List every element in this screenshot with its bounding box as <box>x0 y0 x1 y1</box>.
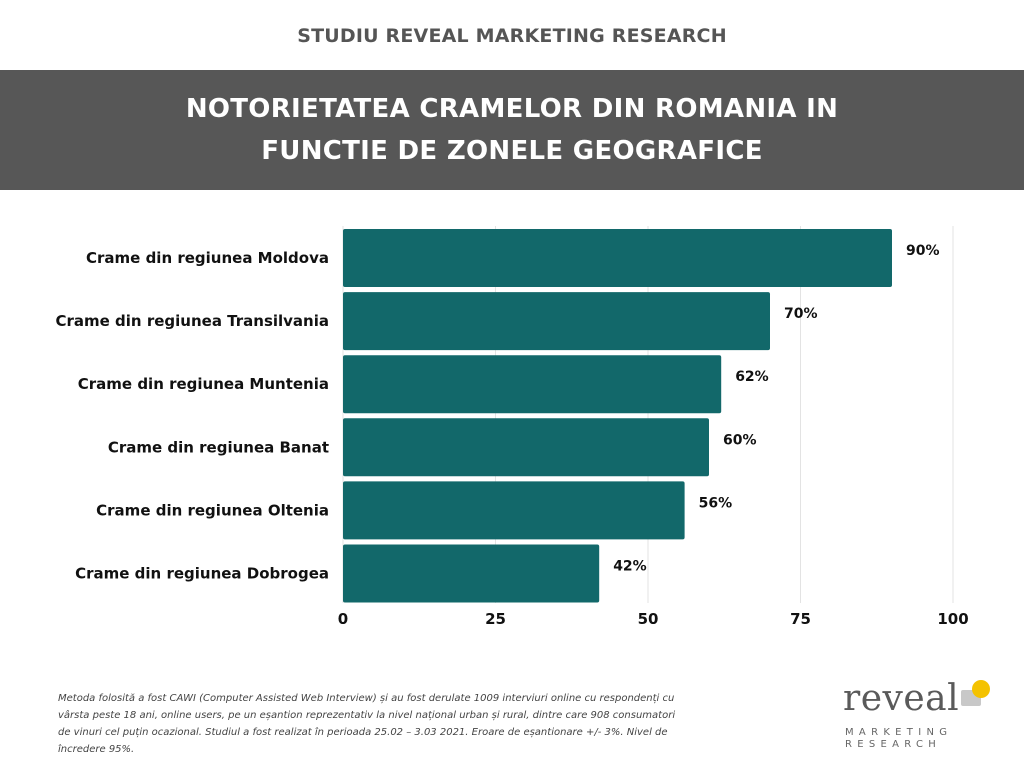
chart-title-line-1: NOTORIETATEA CRAMELOR DIN ROMANIA IN <box>185 94 839 124</box>
value-label-4: 56% <box>699 495 733 511</box>
value-label-5: 42% <box>613 559 647 575</box>
logo-subtitle-research: RESEARCH <box>845 739 942 750</box>
grid-lines <box>342 226 954 603</box>
category-labels: Crame din regiunea Moldova Crame din regi… <box>56 249 330 583</box>
bar-2 <box>343 355 722 414</box>
value-label-1: 70% <box>784 306 818 322</box>
bar-5 <box>343 544 600 603</box>
value-labels: 90% 70% 62% 60% 56% 42% <box>613 243 939 575</box>
x-tick-label-100: 100 <box>937 610 968 628</box>
bar-1 <box>343 292 770 351</box>
methodology-footnote: Metoda folosită a fost CAWI (Computer As… <box>58 693 676 755</box>
category-label-2: Crame din regiunea Muntenia <box>78 375 329 393</box>
bars <box>343 229 892 603</box>
value-label-2: 62% <box>735 369 769 385</box>
category-label-5: Crame din regiunea Dobrogea <box>75 565 329 583</box>
logo-wordmark: reveal <box>843 678 960 719</box>
value-label-0: 90% <box>906 243 940 259</box>
bar-4 <box>343 481 685 540</box>
report-source-title: STUDIU REVEAL MARKETING RESEARCH <box>297 25 727 47</box>
x-tick-label-0: 0 <box>338 610 348 628</box>
category-label-4: Crame din regiunea Oltenia <box>96 501 329 519</box>
reveal-logo: reveal MARKETING RESEARCH <box>843 678 993 750</box>
bar-0 <box>343 229 892 287</box>
logo-subtitle-marketing: MARKETING <box>845 727 953 738</box>
x-tick-label-25: 25 <box>485 610 506 628</box>
category-label-1: Crame din regiunea Transilvania <box>56 312 330 330</box>
logo-yellow-circle-icon <box>972 680 990 698</box>
chart-title-line-2: FUNCTIE DE ZONELE GEOGRAFICE <box>261 136 763 166</box>
value-label-3: 60% <box>723 432 757 448</box>
category-label-3: Crame din regiunea Banat <box>108 438 329 456</box>
category-label-0: Crame din regiunea Moldova <box>86 249 329 267</box>
x-tick-label-50: 50 <box>638 610 659 628</box>
x-axis-ticks: 0 25 50 75 100 <box>338 610 969 628</box>
x-tick-label-75: 75 <box>790 610 811 628</box>
bar-3 <box>343 418 709 477</box>
title-banner: NOTORIETATEA CRAMELOR DIN ROMANIA IN FUN… <box>0 70 1024 190</box>
